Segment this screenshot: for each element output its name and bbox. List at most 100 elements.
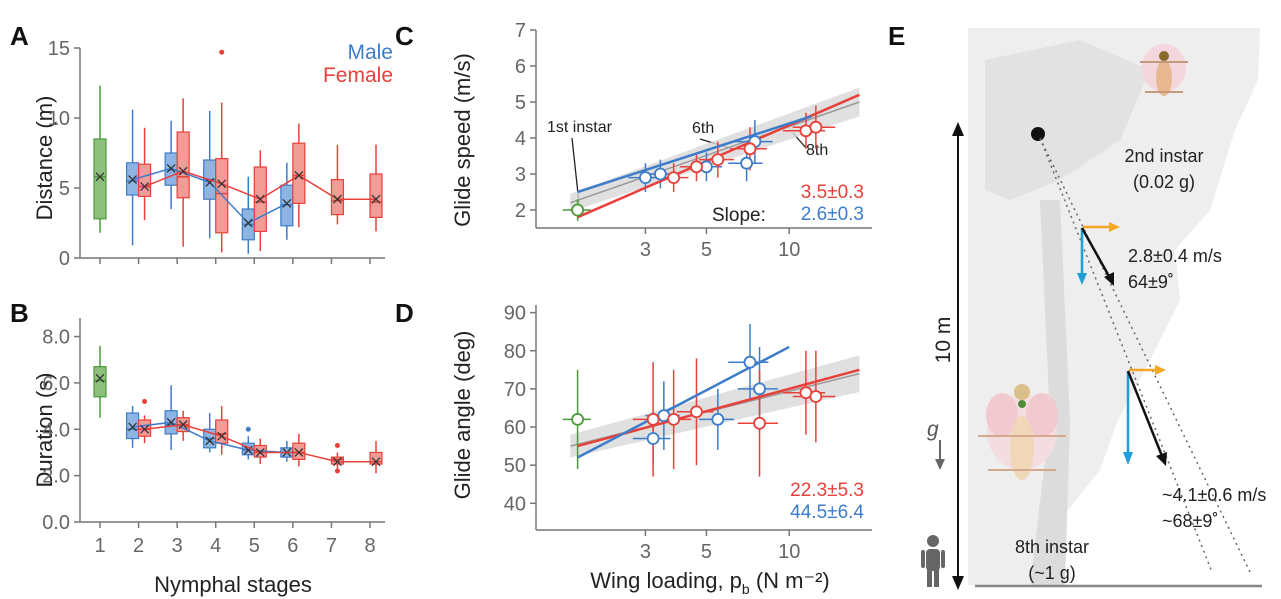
xtick-label-b: 6	[287, 535, 298, 557]
xtick-label-b: 4	[210, 535, 221, 557]
xtick-label-c: 5	[701, 239, 712, 261]
ytick-label-c: 5	[515, 92, 526, 114]
ytick-label-b: 0.0	[42, 512, 70, 534]
xtick-label-b: 1	[94, 535, 105, 557]
box-1st-instar	[93, 366, 107, 398]
second-resultant-arrow-head	[1104, 272, 1114, 286]
launch-point	[1031, 127, 1045, 141]
box-outlier-female	[142, 398, 148, 404]
xtick-label-b: 7	[326, 535, 337, 557]
mean-marker-female	[178, 420, 188, 430]
eighth-horizontal-arrow-head	[1155, 365, 1166, 375]
mean-marker-female	[371, 457, 381, 467]
ytick-label-d: 80	[504, 341, 526, 363]
trajectory-eighth-instar	[1039, 137, 1251, 573]
xtick-label-b: 5	[249, 535, 260, 557]
mean-marker-male	[128, 175, 138, 185]
mean-marker-female	[217, 179, 227, 189]
mean-point-female	[667, 413, 681, 426]
box-female	[369, 173, 383, 219]
ytick-label-c: 2	[515, 200, 526, 222]
ytick-label-b: 2.0	[42, 466, 70, 488]
mean-point-female	[646, 413, 660, 426]
mean-point-female	[711, 153, 725, 167]
ytick-label-b: 6.0	[42, 373, 70, 395]
height-arrow-top	[952, 122, 964, 136]
mean-marker-female	[294, 447, 304, 457]
eighth-resultant-arrow-head	[1156, 452, 1167, 466]
mean-point-female	[667, 171, 681, 185]
ytick-label-d: 40	[504, 493, 526, 515]
pooled-fit-line	[570, 101, 860, 204]
box-female	[137, 163, 152, 197]
xtick-label-d: 10	[778, 541, 800, 563]
mean-point-male	[653, 167, 667, 181]
ytick-label-a: 5	[59, 178, 70, 200]
mean-marker-female	[332, 194, 342, 204]
panel-e-illustration: 10 m g 2nd instar (0.02 g)	[921, 28, 1266, 590]
ytick-label-a: 10	[48, 108, 70, 130]
pooled-confidence-band	[570, 355, 860, 458]
second-horizontal-arrow-head	[1109, 222, 1120, 232]
box-female	[330, 179, 345, 216]
second-instar-label: 2nd instar	[1124, 146, 1203, 166]
mean-point-male	[639, 171, 652, 185]
eighth-vertical-arrow-head	[1123, 452, 1133, 465]
c-annot-eighth: 8th	[806, 142, 828, 159]
mean-point-female	[809, 390, 823, 403]
mean-marker-male	[282, 198, 292, 208]
mean-marker-female	[178, 166, 188, 176]
person-silhouette	[921, 535, 945, 587]
panel-letter-d: D	[395, 298, 414, 328]
mean-marker-1st-instar	[95, 172, 105, 182]
mean-marker-female	[255, 447, 265, 457]
legend-female: Female	[323, 64, 393, 87]
eighth-instar-insect	[978, 384, 1066, 480]
mean-marker-male	[166, 417, 176, 427]
ytick-label-c: 3	[515, 164, 526, 186]
b-xlabel: Nymphal stages	[154, 572, 312, 597]
xtick-label-b: 3	[172, 535, 183, 557]
second-resultant-arrow	[1080, 227, 1112, 279]
mean-marker-female	[294, 170, 304, 180]
second-angle: 64±9˚	[1128, 272, 1174, 292]
ytick-label-b: 4.0	[42, 419, 70, 441]
mean-marker-female	[332, 457, 342, 467]
second-speed: 2.8±0.4 m/s	[1128, 246, 1222, 266]
mean-marker-male	[243, 218, 253, 228]
xtick-label-d: 5	[701, 541, 712, 563]
fit-line-male	[577, 115, 812, 194]
panel-letter-c: C	[395, 21, 414, 51]
height-label: 10 m	[932, 317, 955, 364]
eighth-instar-mass: (~1 g)	[1028, 563, 1076, 583]
mean-marker-male	[166, 163, 176, 173]
gravity-arrow-head	[935, 459, 945, 470]
box-female	[292, 442, 306, 461]
mean-point-male	[743, 355, 757, 369]
ytick-label-b: 8.0	[42, 327, 70, 349]
c-slope-label: Slope:	[712, 205, 766, 226]
c-ylabel: Glide speed (m/s)	[450, 53, 475, 227]
second-vertical-arrow-head	[1077, 273, 1087, 285]
ytick-label-c: 6	[515, 56, 526, 78]
mean-marker-1st-instar	[95, 373, 105, 383]
box-female	[369, 451, 383, 465]
box-outlier-female	[334, 468, 340, 474]
mean-point-1st-instar	[571, 413, 584, 426]
d-ylabel: Glide angle (deg)	[450, 331, 475, 500]
box-outlier-female	[334, 443, 340, 448]
box-outlier-male	[245, 426, 251, 432]
d-slope-male: 44.5±6.4	[790, 502, 864, 523]
mean-marker-female	[140, 182, 150, 192]
second-instar-mass: (0.02 g)	[1133, 172, 1195, 192]
xtick-label-b: 2	[133, 535, 144, 557]
box-female	[176, 131, 190, 199]
mean-marker-female	[371, 194, 381, 204]
ytick-label-a: 0	[59, 248, 70, 270]
gravity-label: g	[927, 418, 939, 441]
ytick-label-d: 50	[504, 455, 526, 477]
mean-marker-female	[255, 194, 265, 204]
mean-marker-male	[205, 436, 215, 446]
ytick-label-c: 4	[515, 128, 526, 150]
height-arrow-bottom	[952, 576, 964, 590]
